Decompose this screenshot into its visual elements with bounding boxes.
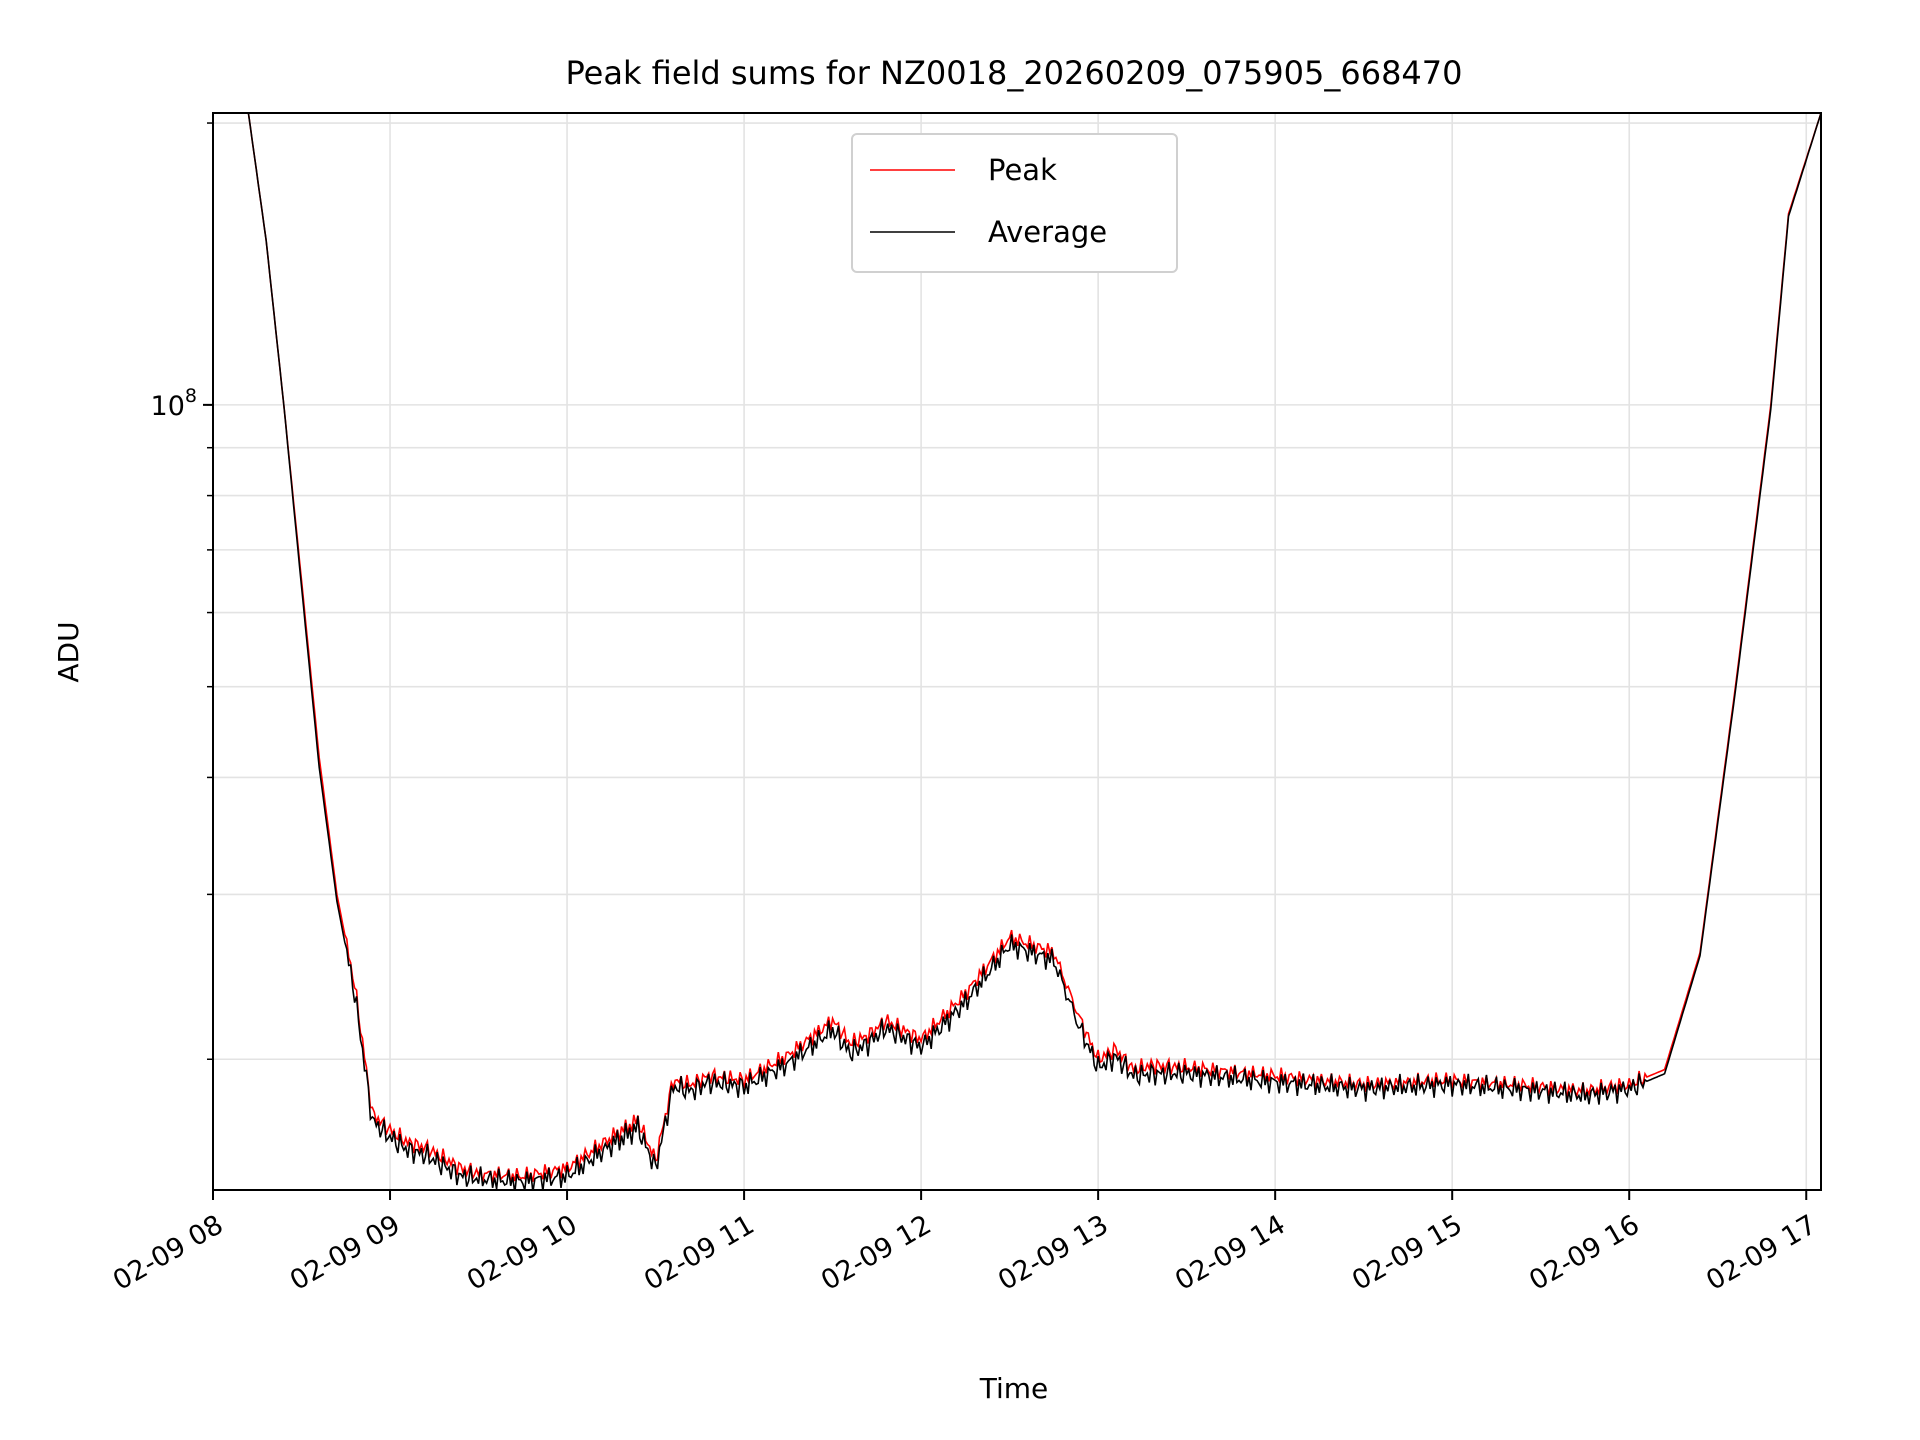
x-axis-label: Time <box>979 1372 1049 1405</box>
plot-frame <box>212 112 1822 1191</box>
series-line-average <box>213 113 1821 1190</box>
y-tick-exponent: 8 <box>185 385 197 407</box>
legend-label-average: Average <box>988 215 1107 249</box>
legend-box <box>851 133 1178 273</box>
plot-series <box>213 113 1821 1190</box>
legend-label-peak: Peak <box>988 153 1057 187</box>
grid-lines <box>212 113 1821 1190</box>
y-axis-label: ADU <box>52 621 85 682</box>
y-axis-ticks: 108 <box>151 122 213 1060</box>
chart-title: Peak field sums for NZ0018_20260209_0759… <box>566 54 1463 92</box>
legend: Peak Average <box>851 133 1178 273</box>
